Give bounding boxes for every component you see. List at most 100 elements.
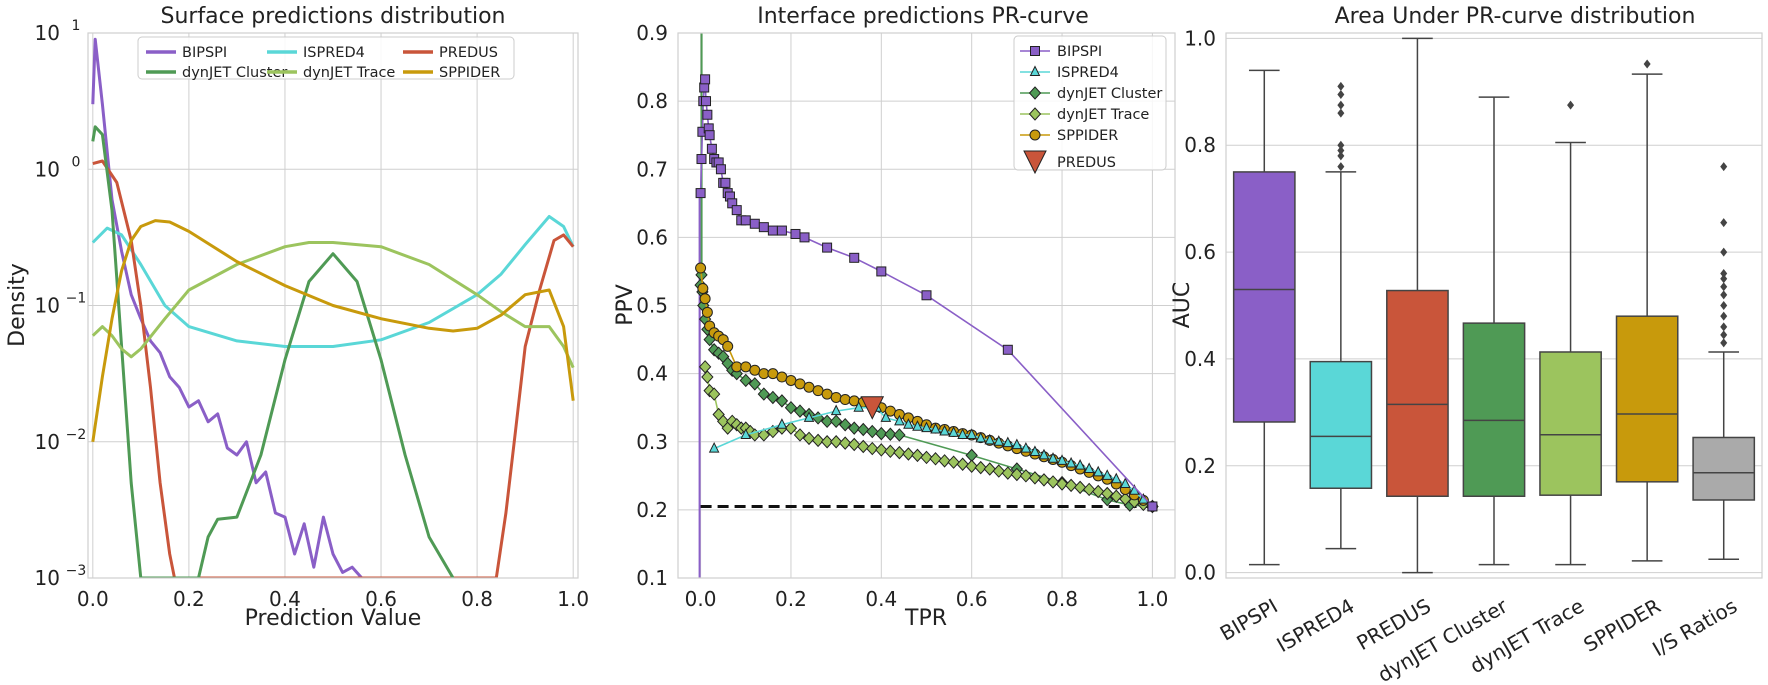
density-line-ispred4 [91,215,575,348]
auc-box-i-s-ratios [1692,436,1756,501]
pr-plot-frame [677,32,1176,579]
density-y-tick-base: 10 [35,430,60,454]
pr-point-dynjet-trace [784,421,798,435]
pr-point-bipspi [702,109,713,120]
pr-point-dynjet-trace [1001,466,1015,480]
pr-point-ispred4 [984,433,996,445]
density-x-tick-label: 0.2 [173,587,205,611]
auc-y-tick-label: 0.2 [1184,454,1216,478]
pr-x-tick-label: 0.2 [775,587,807,611]
pr-point-ispred4 [853,401,865,412]
pr-point-ispred4 [830,404,842,416]
pr-point-sppider [794,378,806,390]
pr-point-dynjet-trace [1019,469,1033,483]
pr-point-ispred4 [803,411,815,422]
pr-point-sppider [740,361,752,373]
pr-point-sppider [701,306,713,318]
auc-y-label: AUC [1170,282,1195,329]
auc-y-tick-label: 0.6 [1184,240,1216,264]
pr-point-sppider [749,364,761,376]
auc-outlier-ispred4 [1337,140,1345,150]
pr-point-ispred4 [880,411,892,422]
density-line-sppider [91,219,575,443]
pr-point-dynjet-trace [866,441,879,456]
pr-point-bipspi [740,215,751,226]
pr-point-sppider [830,391,842,403]
pr-point-ispred4 [939,424,950,436]
pr-point-ispred4 [708,441,720,453]
pr-y-tick-label: 0.7 [636,157,668,181]
pr-point-dynjet-trace [1010,467,1024,482]
auc-box-bipspi [1232,171,1296,423]
pr-point-bipspi [701,96,712,107]
pr-point-dynjet-trace [965,459,978,474]
pr-y-tick-label: 0.3 [636,430,668,454]
pr-point-dynjet-trace [820,435,834,449]
pr-point-ispred4 [894,414,905,426]
density-y-tick-label: 10 [35,21,60,45]
auc-x-tick-label: I/S Ratios [1648,594,1741,662]
auc-y-tick-label: 0.4 [1184,347,1216,371]
pr-legend-marker-ispred4 [1029,65,1041,76]
pr-point-dynjet-cluster [757,387,771,401]
pr-curve-chart-title: Interface predictions PR-curve [757,4,1089,29]
pr-point-ispred4 [1110,472,1122,484]
density-x-tick-label: 1.0 [557,587,589,611]
pr-point-ispred4 [1056,454,1068,465]
density-x-tick-label: 0.6 [365,587,397,611]
auc-outlier-ispred4 [1337,89,1345,99]
density-y-tick-exponent: −1 [66,291,87,307]
pr-point-bipspi [1147,501,1158,512]
pr-legend-box [1013,35,1167,171]
pr-point-dynjet-cluster [857,422,870,437]
auc-outlier-i-s-ratios [1720,338,1728,348]
density-y-tick-exponent: −3 [66,563,87,579]
pr-x-tick-label: 0.8 [1046,587,1078,611]
pr-point-bipspi [696,154,707,165]
auc-box-chart-title: Area Under PR-curve distribution [1335,4,1696,29]
pr-point-ispred4 [1119,477,1131,488]
pr-point-bipspi [749,218,760,229]
pr-legend-marker-sppider [1029,129,1041,141]
auc-box-chart: Area Under PR-curve distribution 0.0 0.2 0… [1170,4,1763,685]
pr-point-dynjet-trace [911,448,924,463]
pr-point-ispred4 [1074,458,1086,470]
density-chart: Surface predictions distribution 0.0 0.2 0… [5,4,589,631]
pr-x-tick-label: 1.0 [1137,587,1169,611]
pr-point-sppider [776,371,788,383]
pr-point-dynjet-cluster [848,421,861,435]
density-y-label: Density [5,263,30,347]
density-line-bipspi [91,37,363,578]
pr-point-sppider [722,340,734,352]
density-legend-label-sppider: SPPIDER [439,65,500,81]
pr-point-dynjet-trace [793,428,807,442]
pr-y-tick-label: 0.1 [636,566,668,590]
pr-point-bipspi [799,232,810,243]
pr-point-bipspi [876,266,887,277]
pr-point-dynjet-trace [811,433,825,448]
pr-legend-label-predus: PREDUS [1057,155,1116,171]
auc-outlier-sppider [1643,59,1651,69]
pr-point-sppider [697,282,709,294]
pr-point-ispred4 [993,435,1005,446]
density-y-tick-exponent: 1 [72,18,81,34]
pr-point-dynjet-cluster [748,377,761,391]
pr-point-dynjet-cluster [775,394,789,408]
pr-legend-marker-bipspi [1030,46,1040,56]
pr-point-dynjet-cluster [766,390,780,405]
pr-point-dynjet-trace [893,445,906,460]
density-legend-label-ispred4: ISPRED4 [303,45,365,61]
pr-y-label: PPV [613,284,638,326]
pr-point-sppider [699,293,711,305]
pr-point-dynjet-trace [701,370,714,384]
pr-legend-label-dynjet-cluster: dynJET Cluster [1057,86,1162,102]
pr-point-dynjet-cluster [884,427,897,441]
auc-box-sppider [1615,315,1679,483]
pr-point-bipspi [720,177,731,188]
pr-point-dynjet-cluster [838,417,852,432]
pr-point-dynjet-trace [838,436,852,450]
auc-outlier-i-s-ratios [1720,274,1728,284]
density-y-tick-label: 10 [35,294,60,318]
auc-y-tick-label: 0.0 [1184,561,1216,585]
pr-y-tick-label: 0.8 [636,89,668,113]
